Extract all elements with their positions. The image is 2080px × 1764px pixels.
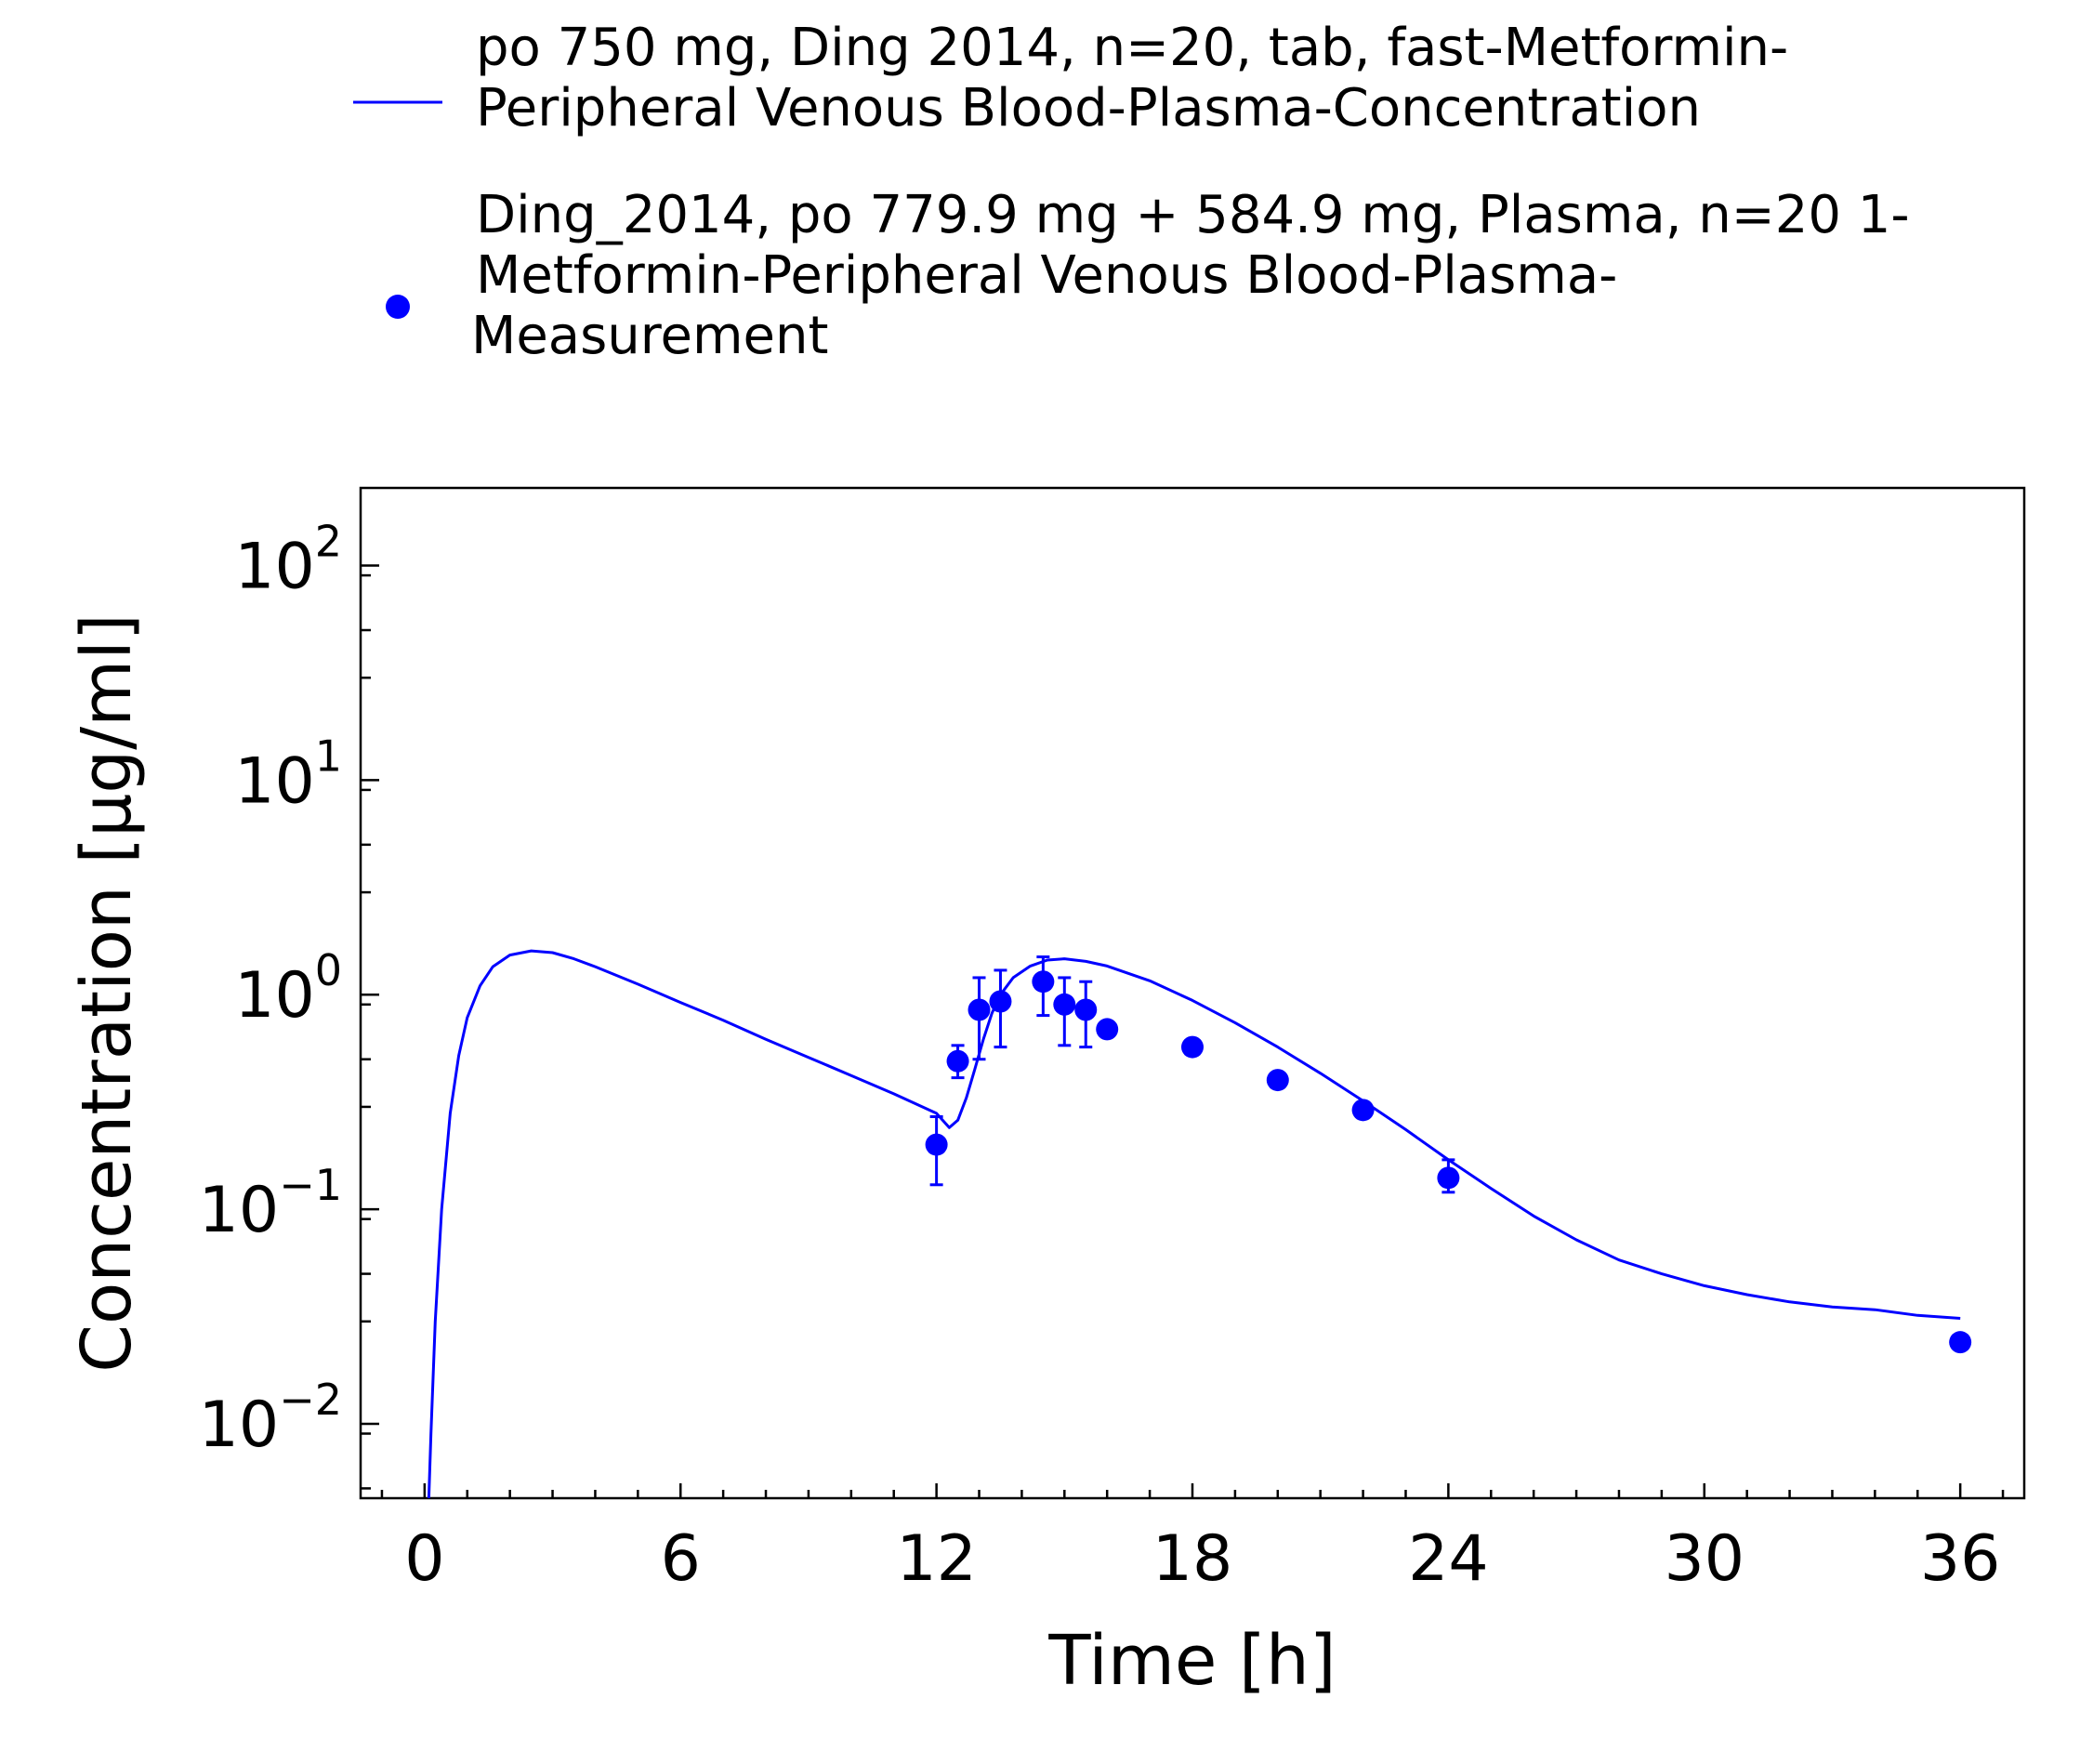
x-axis: 0 6 12 18 24 30 36 [380,1483,2005,1596]
data-point [925,1133,948,1156]
x-axis-label: Time [h] [1047,1621,1336,1701]
x-tick-label: 36 [1920,1522,2001,1596]
legend-label: Peripheral Venous Blood-Plasma-Concentra… [476,78,1701,138]
legend-label: po 750 mg, Ding 2014, n=20, tab, fast-Me… [476,18,1788,78]
x-tick-label: 24 [1408,1522,1489,1596]
data-point [968,998,991,1021]
legend-label: Metformin-Peripheral Venous Blood-Plasma… [476,245,1617,306]
series-layer [427,949,1972,1498]
legend-label: Ding_2014, po 779.9 mg + 584.9 mg, Plasm… [476,185,1910,245]
legend: po 750 mg, Ding 2014, n=20, tab, fast-Me… [353,18,1910,366]
data-point [1949,1331,1972,1354]
legend-item: po 750 mg, Ding 2014, n=20, tab, fast-Me… [353,18,1788,138]
data-point [1351,1099,1375,1122]
series-line [427,949,1961,1498]
data-point [1437,1166,1460,1190]
legend-item: Ding_2014, po 779.9 mg + 584.9 mg, Plasm… [386,185,1910,366]
x-tick-label: 6 [661,1522,701,1596]
plot-border [359,486,2026,1500]
x-tick-label: 0 [404,1522,444,1596]
y-tick-label: 100 [234,945,342,1033]
y-tick-label: 10−1 [199,1160,342,1247]
data-point [989,990,1012,1013]
simulation-series [427,949,1961,1498]
x-tick-label: 18 [1152,1522,1233,1596]
y-axis-label: Concentration [µg/ml] [67,613,147,1372]
observed-series [925,955,1972,1354]
y-tick-label: 102 [234,517,342,604]
data-point [1032,970,1055,994]
data-point [1053,993,1076,1016]
data-point [1266,1069,1289,1092]
y-axis: 10−2 10−1 100 101 102 [199,517,379,1490]
legend-label: Measurement [471,306,828,366]
data-point [1096,1018,1119,1041]
y-tick-label: 10−2 [199,1375,342,1462]
data-point [1074,998,1098,1021]
plot-area [359,486,2026,1500]
x-tick-label: 12 [896,1522,977,1596]
y-tick-label: 101 [234,731,342,818]
data-point [946,1049,969,1073]
legend-marker-swatch [386,295,410,319]
data-point [1181,1035,1204,1059]
x-tick-label: 30 [1665,1522,1745,1596]
